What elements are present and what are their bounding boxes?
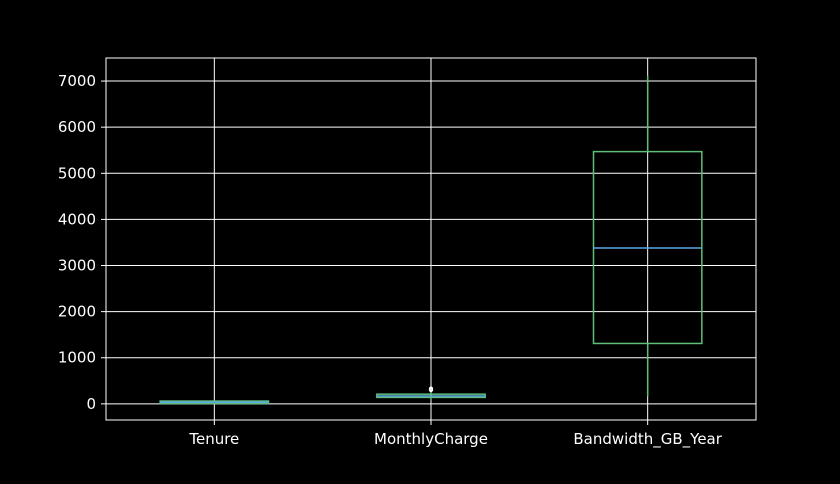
y-tick-label: 5000 bbox=[58, 164, 96, 182]
outlier-point bbox=[428, 386, 434, 391]
y-tick-label: 4000 bbox=[58, 210, 96, 228]
x-tick-layer: Tenure MonthlyCharge Bandwidth_GB_Year bbox=[188, 420, 723, 449]
y-tick-label: 1000 bbox=[58, 349, 96, 367]
box-group-monthlycharge bbox=[376, 386, 486, 401]
y-tick-layer: 0 1000 2000 3000 4000 5000 6000 7000 bbox=[58, 72, 106, 413]
box-group-tenure bbox=[159, 400, 270, 405]
y-tick-label: 6000 bbox=[58, 118, 96, 136]
box-layer bbox=[159, 75, 703, 405]
x-tick-label: MonthlyCharge bbox=[374, 430, 488, 448]
y-tick-label: 7000 bbox=[58, 72, 96, 90]
x-tick-label: Tenure bbox=[188, 430, 239, 448]
x-tick-label: Bandwidth_GB_Year bbox=[573, 430, 722, 449]
y-tick-label: 0 bbox=[86, 395, 96, 413]
y-tick-label: 3000 bbox=[58, 257, 96, 275]
y-tick-label: 2000 bbox=[58, 303, 96, 321]
box-group-bandwidth-gb-year bbox=[592, 75, 703, 397]
